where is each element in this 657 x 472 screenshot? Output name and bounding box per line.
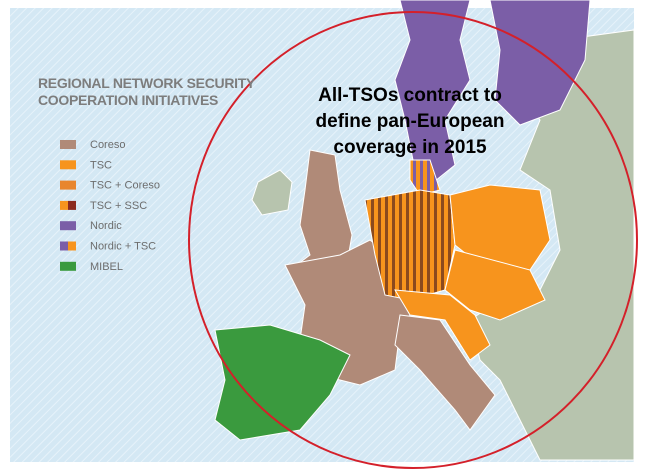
- alps: [394, 289, 491, 361]
- title: REGIONAL NETWORK SECURITY: [38, 75, 256, 91]
- coverage-circle: [188, 11, 638, 469]
- countries: [214, 0, 635, 461]
- legend-swatch: [60, 140, 76, 149]
- legend-swatch: [68, 200, 76, 210]
- legend-swatch: [60, 261, 76, 271]
- legend: Coreso TSC TSC + Coreso TSC + SSC Nordic Nord…: [60, 139, 160, 273]
- ireland: [251, 169, 293, 216]
- finland: [489, 0, 591, 126]
- legend-swatch: [60, 241, 68, 251]
- legend-label: MIBEL: [90, 261, 123, 273]
- poland: [449, 184, 551, 271]
- legend-swatch: [60, 160, 76, 170]
- legend-label: Nordic + TSC: [90, 241, 156, 253]
- legend-label: TSC + Coreso: [90, 180, 160, 192]
- legend-swatch: [60, 180, 76, 190]
- legend-label: Coreso: [90, 139, 125, 151]
- legend-label: TSC: [90, 159, 112, 171]
- iberia: [214, 324, 351, 441]
- annotation: define pan-European: [316, 111, 505, 132]
- annotation: All-TSOs contract to: [318, 85, 502, 106]
- italy: [394, 314, 496, 431]
- annotation: coverage in 2015: [333, 137, 487, 158]
- legend-swatch: [68, 241, 76, 251]
- legend-label: Nordic: [90, 220, 122, 232]
- central-europe: [444, 249, 546, 321]
- sweden: [394, 0, 471, 186]
- legend-swatch: [60, 200, 68, 210]
- legend-label: TSC + SSC: [90, 200, 147, 212]
- legend-swatch: [60, 221, 76, 231]
- title: COOPERATION INITIATIVES: [38, 92, 218, 108]
